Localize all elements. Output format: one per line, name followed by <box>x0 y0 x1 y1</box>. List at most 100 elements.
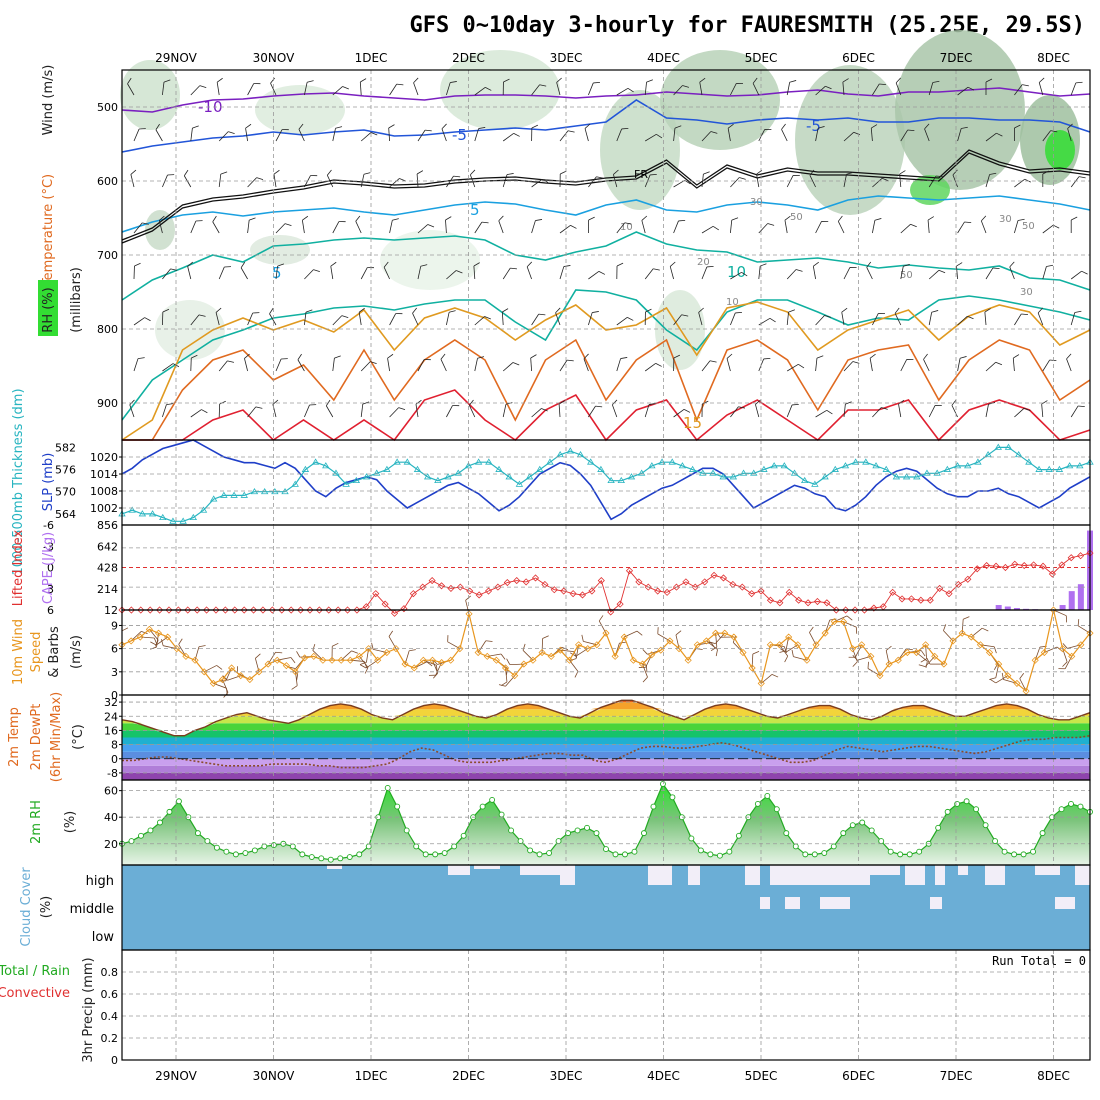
rh-marker <box>527 847 534 854</box>
surface-barb-feather <box>989 678 997 684</box>
rh-marker <box>821 850 828 856</box>
wind-speed-marker <box>830 618 838 626</box>
wind-barb-staff <box>474 358 478 372</box>
wind-barb <box>842 78 849 96</box>
surface-barb-feather <box>178 638 183 645</box>
wind-barb-feather <box>784 215 791 221</box>
wind-barb-staff <box>416 174 419 188</box>
wind-speed-marker <box>849 645 857 653</box>
wind-barb-staff <box>502 174 508 188</box>
surface-barb-feather <box>569 658 577 661</box>
lifted-index-marker <box>719 574 728 582</box>
wind-barb-staff <box>526 266 532 280</box>
thickness-marker <box>780 462 789 469</box>
wind-barb-feather <box>252 312 260 314</box>
lifted-index-marker <box>964 575 972 583</box>
wind-barb <box>531 84 547 96</box>
lifted-index-marker <box>306 606 314 614</box>
wind-barb-feather <box>370 132 378 136</box>
wind-barb <box>502 173 514 188</box>
contour-label: 30 <box>1020 287 1033 298</box>
wind-barb-staff <box>190 85 201 96</box>
wind-barb-staff <box>247 83 255 96</box>
wind-barb-feather <box>894 307 900 314</box>
cloud-middle-clear <box>785 897 800 909</box>
rh-marker <box>508 827 515 834</box>
wind-barb <box>332 315 349 326</box>
wind-barb-staff <box>441 128 447 142</box>
wind-barb-staff <box>957 358 961 372</box>
wind-barb-feather <box>763 358 771 360</box>
cloud-high-clear <box>935 865 945 885</box>
wind-barb <box>247 406 263 418</box>
wind-barb-staff <box>815 358 818 372</box>
thickness-marker <box>352 476 361 484</box>
wind-barb-staff <box>1014 178 1026 188</box>
cape-tick-label: 642 <box>97 540 118 553</box>
wind-barb-staff <box>980 220 987 234</box>
wind-barb-staff <box>501 312 504 326</box>
wind-barb-feather <box>795 269 803 272</box>
bottom-date-label: 2DEC <box>452 1069 485 1083</box>
wind-barb-staff <box>870 128 873 142</box>
wind-barb <box>558 400 566 418</box>
lifted-index-marker <box>588 587 596 595</box>
thickness-marker <box>556 451 564 458</box>
wind-barb-staff <box>1070 312 1076 326</box>
rh-marker <box>157 819 163 826</box>
wind-barb-staff <box>957 221 965 234</box>
wind-barb-feather <box>923 353 928 360</box>
wind-barb <box>1070 310 1082 326</box>
temperature-band <box>122 772 1090 780</box>
wind-barb-feather <box>583 353 589 360</box>
rh-marker <box>289 843 296 850</box>
wind-barb <box>616 128 629 142</box>
wind-barb-staff <box>588 82 594 96</box>
wind-barb-staff <box>474 221 483 234</box>
rh-shading <box>380 230 480 290</box>
wind-barb <box>872 407 888 418</box>
wind-barb-feather <box>951 399 957 406</box>
wind-barb <box>446 81 457 96</box>
wind-barb <box>440 353 447 372</box>
rh-marker <box>308 854 315 860</box>
wind-barb-feather <box>961 126 968 129</box>
wind-barb-feather <box>560 170 567 175</box>
rh-marker <box>992 838 999 845</box>
lifted-index-marker <box>437 582 446 590</box>
wind-barb <box>701 360 717 372</box>
surface-barb-feather <box>485 640 493 642</box>
cape-bar <box>1013 608 1020 610</box>
thickness-marker <box>311 458 320 465</box>
thickness-marker <box>1076 462 1084 469</box>
wind-barb <box>559 130 575 142</box>
rh-shading <box>250 235 310 265</box>
cape-tick-label: 12 <box>104 604 118 617</box>
pressure-tick-label: 800 <box>97 323 118 336</box>
lifted-index-marker <box>710 571 718 579</box>
temperature-band <box>122 723 1090 731</box>
lifted-index-marker <box>419 583 427 591</box>
wind-barb-feather <box>1042 170 1049 175</box>
y-tick-label: 1020 <box>90 451 118 464</box>
wind-barb <box>985 78 993 95</box>
lifted-index-marker <box>748 590 756 598</box>
surface-barb-feather <box>918 664 926 668</box>
wind-barb <box>730 177 746 188</box>
wind-speed-marker <box>1013 679 1021 687</box>
lifted-index-marker <box>343 606 352 614</box>
surface-wind-barb <box>506 658 524 665</box>
wind-barb-staff <box>474 316 485 326</box>
wind-speed-marker <box>492 656 500 664</box>
wind-speed-marker <box>812 641 820 649</box>
wind-barb-feather <box>821 221 829 222</box>
wind-barb <box>474 87 492 96</box>
wind-barb-feather <box>935 405 942 406</box>
lifted-index-marker <box>531 574 540 582</box>
wind-barb-staff <box>273 174 277 188</box>
wind-axis-label-c: & Barbs <box>47 626 62 678</box>
thickness-marker <box>760 465 768 472</box>
wind-barb <box>389 313 403 326</box>
surface-barb-feather <box>161 639 164 646</box>
wind-barb <box>588 405 603 418</box>
